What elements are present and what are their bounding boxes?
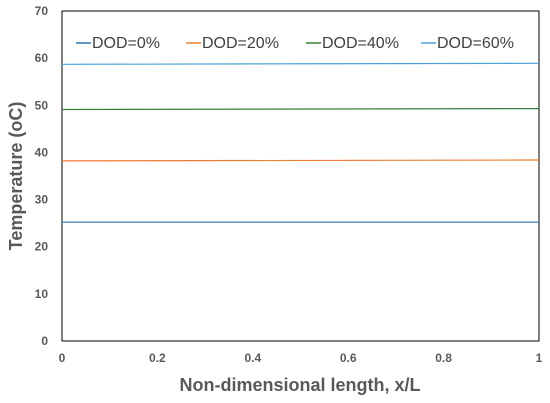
series-line-4 — [61, 62, 540, 65]
y-tick-label: 30 — [35, 193, 49, 207]
y-tick-label: 10 — [35, 287, 49, 301]
y-tick-label: 50 — [35, 98, 49, 112]
series-line-2 — [61, 159, 540, 162]
y-tick-label: 40 — [35, 145, 49, 159]
legend-label: DOD=0% — [92, 35, 160, 52]
legend-label: DOD=20% — [202, 35, 279, 52]
series-lines — [61, 62, 540, 223]
legend-label: DOD=40% — [322, 35, 399, 52]
y-tick-label: 0 — [41, 334, 48, 348]
x-tick-label: 0 — [59, 351, 66, 365]
y-tick-label: 20 — [35, 240, 49, 254]
y-tick-label: 60 — [35, 51, 49, 65]
y-axis-ticks: 0 10 20 30 40 50 60 70 — [35, 4, 49, 348]
x-tick-label: 0.4 — [244, 351, 261, 365]
series-line-3 — [61, 107, 540, 111]
x-axis-title: Non-dimensional length, x/L — [179, 375, 420, 395]
x-axis-ticks: 0 0.2 0.4 0.6 0.8 1 — [59, 351, 543, 365]
y-axis-title: Temperature (oC) — [6, 102, 26, 251]
y-tick-label: 70 — [35, 4, 49, 18]
x-tick-label: 0.2 — [149, 351, 166, 365]
x-tick-label: 0.8 — [435, 351, 452, 365]
x-tick-label: 0.6 — [340, 351, 357, 365]
legend: DOD=0% DOD=20% DOD=40% DOD=60% — [76, 35, 514, 52]
x-tick-label: 1 — [536, 351, 543, 365]
legend-label: DOD=60% — [437, 35, 514, 52]
plot-area-border — [61, 10, 540, 342]
